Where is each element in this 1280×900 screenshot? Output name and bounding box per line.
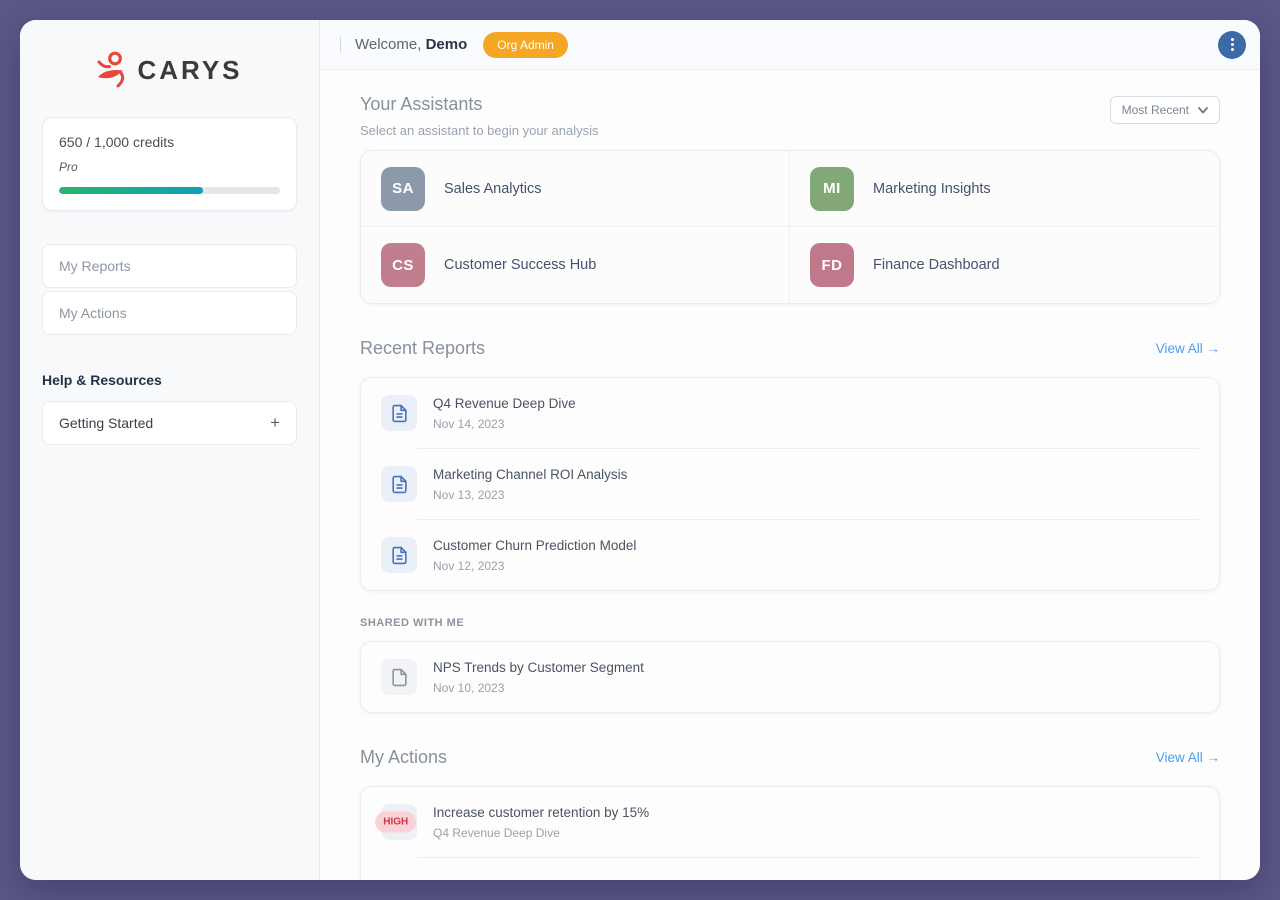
assistant-card-finance-dashboard[interactable]: FD Finance Dashboard [790, 227, 1219, 303]
report-date: Nov 13, 2023 [433, 487, 505, 502]
chevron-down-icon [1198, 106, 1208, 113]
logo-person-icon [97, 51, 125, 88]
assistants-subtitle: Select an assistant to begin your analys… [360, 123, 599, 138]
credits-card: 650 / 1,000 credits Pro [42, 117, 297, 211]
avatar: FD [810, 243, 854, 287]
assistant-card-customer-success-hub[interactable]: CS Customer Success Hub [361, 227, 790, 303]
assistant-name: Customer Success Hub [444, 257, 597, 273]
sidebar-item-getting-started[interactable]: Getting Started + [42, 401, 297, 445]
help-resources-heading: Help & Resources [42, 372, 162, 388]
view-all-actions-link[interactable]: View All → [1155, 750, 1220, 765]
assistant-card-marketing-insights[interactable]: MI Marketing Insights [790, 151, 1219, 227]
report-title: Customer Churn Prediction Model [433, 537, 637, 553]
row-divider [417, 448, 1199, 449]
avatar: SA [381, 166, 425, 211]
view-all-reports-link[interactable]: View All → [1155, 341, 1220, 356]
file-text-icon [391, 404, 407, 422]
shared-with-me-heading: SHARED WITH ME [360, 617, 465, 629]
credits-count: 650 / 1,000 credits [59, 134, 175, 150]
role-badge: Org Admin [483, 31, 568, 58]
action-title: Increase customer retention by 15% [433, 804, 650, 820]
report-row-churn-model[interactable]: Customer Churn Prediction Model Nov 12, … [361, 520, 1219, 590]
username: Demo [425, 36, 468, 53]
plus-icon: + [270, 413, 280, 432]
sidebar-nav: My Reports My Actions [42, 244, 297, 335]
my-actions-card: HIGH Increase customer retention by 15% … [360, 786, 1220, 880]
credits-progress-fill [59, 187, 203, 194]
action-source: Q4 Revenue Deep Dive [433, 825, 560, 840]
topbar-divider [340, 36, 341, 53]
priority-badge: HIGH [375, 811, 417, 833]
assistants-section: Your Assistants Select an assistant to b… [360, 94, 1220, 304]
app-window: CARYS 650 / 1,000 credits Pro My Reports… [20, 20, 1260, 880]
main-area: Welcome, Demo Org Admin Your Assistants … [320, 20, 1260, 880]
row-divider [417, 519, 1199, 520]
assistants-title: Your Assistants [360, 94, 483, 114]
cut-off-content [361, 858, 1219, 880]
assistant-card-sales-analytics[interactable]: SA Sales Analytics [361, 151, 790, 227]
sidebar: CARYS 650 / 1,000 credits Pro My Reports… [20, 20, 320, 880]
sort-select[interactable]: Most Recent [1109, 96, 1220, 124]
row-divider [417, 857, 1199, 858]
action-row-retention[interactable]: HIGH Increase customer retention by 15% … [361, 787, 1219, 857]
assistant-name: Marketing Insights [873, 180, 991, 197]
kebab-icon [1230, 38, 1234, 41]
assistants-grid: SA Sales Analytics MI Marketing Insights… [360, 150, 1220, 304]
report-title: Marketing Channel ROI Analysis [433, 466, 628, 482]
credits-progress-track [59, 187, 280, 194]
file-icon [391, 668, 407, 686]
plan-label: Pro [59, 160, 78, 174]
priority-icon-square: HIGH [375, 804, 417, 840]
recent-reports-title: Recent Reports [360, 338, 486, 358]
shared-reports-card: NPS Trends by Customer Segment Nov 10, 2… [360, 641, 1220, 713]
report-row-q4-revenue[interactable]: Q4 Revenue Deep Dive Nov 14, 2023 [361, 378, 1219, 448]
report-row-marketing-roi[interactable]: Marketing Channel ROI Analysis Nov 13, 2… [361, 449, 1219, 519]
avatar: CS [381, 243, 425, 287]
report-title: NPS Trends by Customer Segment [433, 659, 644, 675]
content-scroll-area[interactable]: Your Assistants Select an assistant to b… [320, 70, 1260, 880]
welcome-prefix: Welcome, [355, 36, 422, 53]
my-actions-section: My Actions View All → HIGH Increase cust… [360, 747, 1220, 880]
getting-started-label: Getting Started [59, 415, 154, 431]
kebab-menu-button[interactable] [1218, 30, 1246, 59]
avatar: MI [810, 166, 854, 211]
sidebar-item-my-reports[interactable]: My Reports [42, 244, 297, 288]
topbar: Welcome, Demo Org Admin [320, 20, 1260, 70]
file-text-icon [391, 475, 407, 493]
logo-wordmark: CARYS [137, 54, 243, 85]
report-title: Q4 Revenue Deep Dive [433, 395, 576, 411]
sidebar-item-my-actions[interactable]: My Actions [42, 291, 297, 335]
assistant-name: Sales Analytics [444, 180, 542, 197]
report-date: Nov 10, 2023 [433, 680, 505, 695]
sort-select-value: Most Recent [1121, 103, 1189, 117]
recent-reports-section: Recent Reports View All → Q4 Revenue Dee… [360, 338, 1220, 713]
file-text-icon [391, 546, 407, 564]
my-actions-title: My Actions [360, 747, 448, 767]
logo: CARYS [20, 50, 319, 90]
welcome-text: Welcome, Demo [355, 36, 467, 53]
report-date: Nov 12, 2023 [433, 558, 505, 573]
recent-reports-card: Q4 Revenue Deep Dive Nov 14, 2023 [360, 377, 1220, 591]
report-date: Nov 14, 2023 [433, 416, 505, 431]
report-row-nps-trends[interactable]: NPS Trends by Customer Segment Nov 10, 2… [361, 642, 1219, 712]
assistant-name: Finance Dashboard [873, 257, 1000, 273]
